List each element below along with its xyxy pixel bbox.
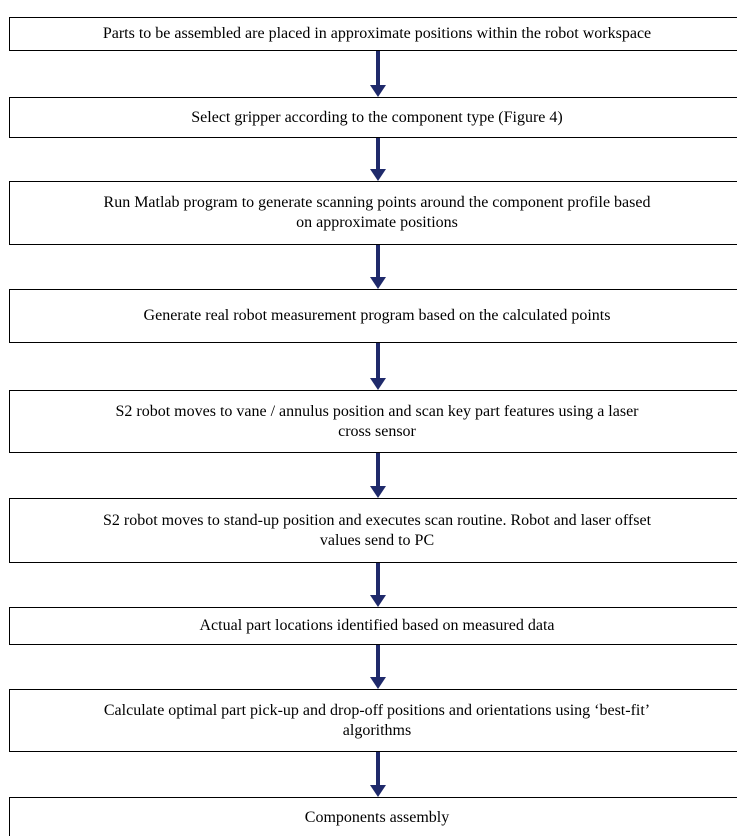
process-box: S2 robot moves to vane / annulus positio… [9, 390, 737, 453]
arrow-head [370, 486, 386, 498]
box-text: Generate real robot measurement program … [143, 307, 611, 324]
box-text: algorithms [342, 721, 412, 739]
process-box: Components assembly [9, 797, 737, 836]
process-box: Calculate optimal part pick-up and drop-… [9, 689, 737, 752]
box-text: on approximate positions [296, 214, 458, 231]
box-text: Run Matlab program to generate scanning … [103, 194, 651, 211]
arrow-head [370, 85, 386, 97]
arrow-head [370, 169, 386, 181]
box-text: Components assembly [304, 809, 450, 826]
process-box: Select gripper according to the componen… [9, 97, 737, 138]
process-box: Generate real robot measurement program … [9, 289, 737, 343]
box-text: S2 robot moves to vane / annulus positio… [115, 402, 639, 420]
box-text: S2 robot moves to stand-up position and … [102, 511, 652, 529]
arrow-head [370, 595, 386, 607]
box-text: cross sensor [338, 422, 416, 440]
process-box: Parts to be assembled are placed in appr… [9, 17, 737, 51]
box-text: Parts to be assembled are placed in appr… [102, 25, 652, 42]
arrow-head [370, 277, 386, 289]
box-text: values send to PC [319, 531, 435, 549]
arrow-head [370, 677, 386, 689]
arrow-head [370, 378, 386, 390]
process-box: S2 robot moves to stand-up position and … [9, 498, 737, 563]
arrow-head [370, 785, 386, 797]
process-box: Run Matlab program to generate scanning … [9, 181, 737, 245]
box-text: Select gripper according to the componen… [191, 108, 563, 126]
box-text: Actual part locations identified based o… [199, 617, 555, 634]
process-box: Actual part locations identified based o… [9, 607, 737, 645]
box-text: Calculate optimal part pick-up and drop-… [103, 701, 651, 719]
